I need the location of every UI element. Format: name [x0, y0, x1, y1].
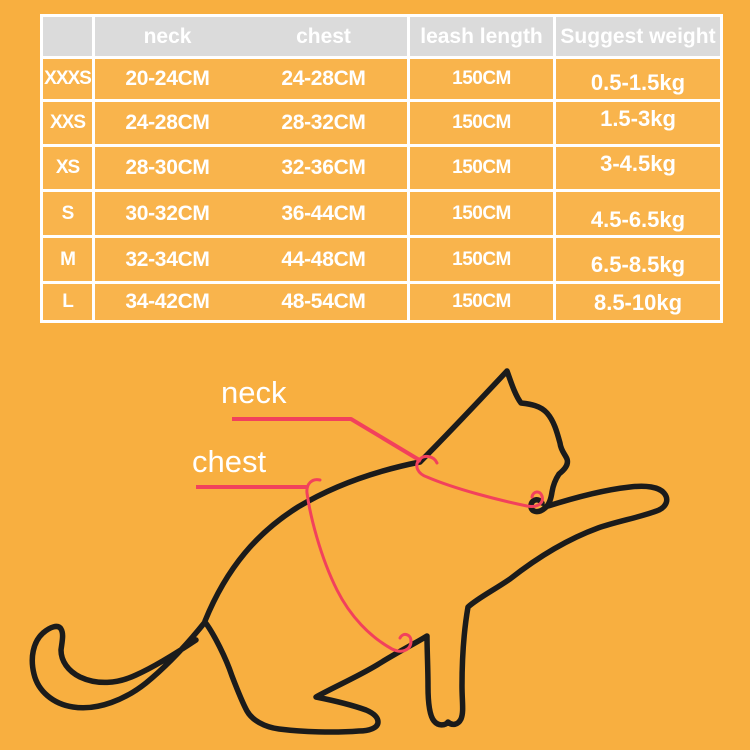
weight-value: 4.5-6.5kg: [590, 206, 686, 232]
neck-label: neck: [221, 375, 287, 410]
table-cell-neck: 30-32CM: [92, 189, 240, 235]
table-cell-size: L: [43, 281, 92, 320]
table-cell-weight: 6.5-8.5kg: [553, 235, 720, 281]
table-cell-chest: 48-54CM: [240, 281, 407, 320]
table-cell-leash: 150CM: [407, 189, 553, 235]
table-cell-weight: 4.5-6.5kg: [553, 189, 720, 235]
table-cell-neck: 28-30CM: [92, 144, 240, 189]
cat-outline: [29, 368, 670, 735]
weight-value: 3-4.5kg: [600, 151, 676, 176]
weight-value: 6.5-8.5kg: [590, 251, 686, 277]
header-cell-size: [43, 17, 92, 56]
size-table: neck chest leash length Suggest weight X…: [40, 14, 723, 323]
header-cell-leash: leash length: [407, 17, 553, 56]
neck-leader-line: [232, 417, 423, 463]
table-cell-weight: 8.5-10kg: [553, 281, 720, 320]
table-cell-leash: 150CM: [407, 235, 553, 281]
table-cell-size: XXXS: [43, 56, 92, 99]
weight-value: 1.5-3kg: [600, 106, 676, 131]
table-cell-leash: 150CM: [407, 56, 553, 99]
table-cell-leash: 150CM: [407, 281, 553, 320]
table-cell-size: XXS: [43, 99, 92, 144]
table-cell-neck: 34-42CM: [92, 281, 240, 320]
table-cell-weight: 1.5-3kg: [553, 99, 720, 144]
table-cell-chest: 32-36CM: [240, 144, 407, 189]
weight-value: 0.5-1.5kg: [590, 70, 686, 95]
table-cell-neck: 20-24CM: [92, 56, 240, 99]
table-cell-leash: 150CM: [407, 144, 553, 189]
table-cell-neck: 32-34CM: [92, 235, 240, 281]
table-cell-weight: 3-4.5kg: [553, 144, 720, 189]
table-cell-chest: 24-28CM: [240, 56, 407, 99]
header-cell-weight: Suggest weight: [553, 17, 720, 56]
table-cell-leash: 150CM: [407, 99, 553, 144]
table-cell-weight: 0.5-1.5kg: [553, 56, 720, 99]
table-cell-neck: 24-28CM: [92, 99, 240, 144]
table-cell-chest: 36-44CM: [240, 189, 407, 235]
neck-band-line: [415, 454, 544, 508]
table-cell-chest: 28-32CM: [240, 99, 407, 144]
table-cell-chest: 44-48CM: [240, 235, 407, 281]
header-cell-neck: neck: [92, 17, 240, 56]
weight-value: 8.5-10kg: [593, 290, 683, 315]
header-cell-chest: chest: [240, 17, 407, 56]
chest-band-line: [305, 478, 413, 653]
table-cell-size: S: [43, 189, 92, 235]
chest-label: chest: [192, 444, 266, 479]
table-cell-size: XS: [43, 144, 92, 189]
table-cell-size: M: [43, 235, 92, 281]
